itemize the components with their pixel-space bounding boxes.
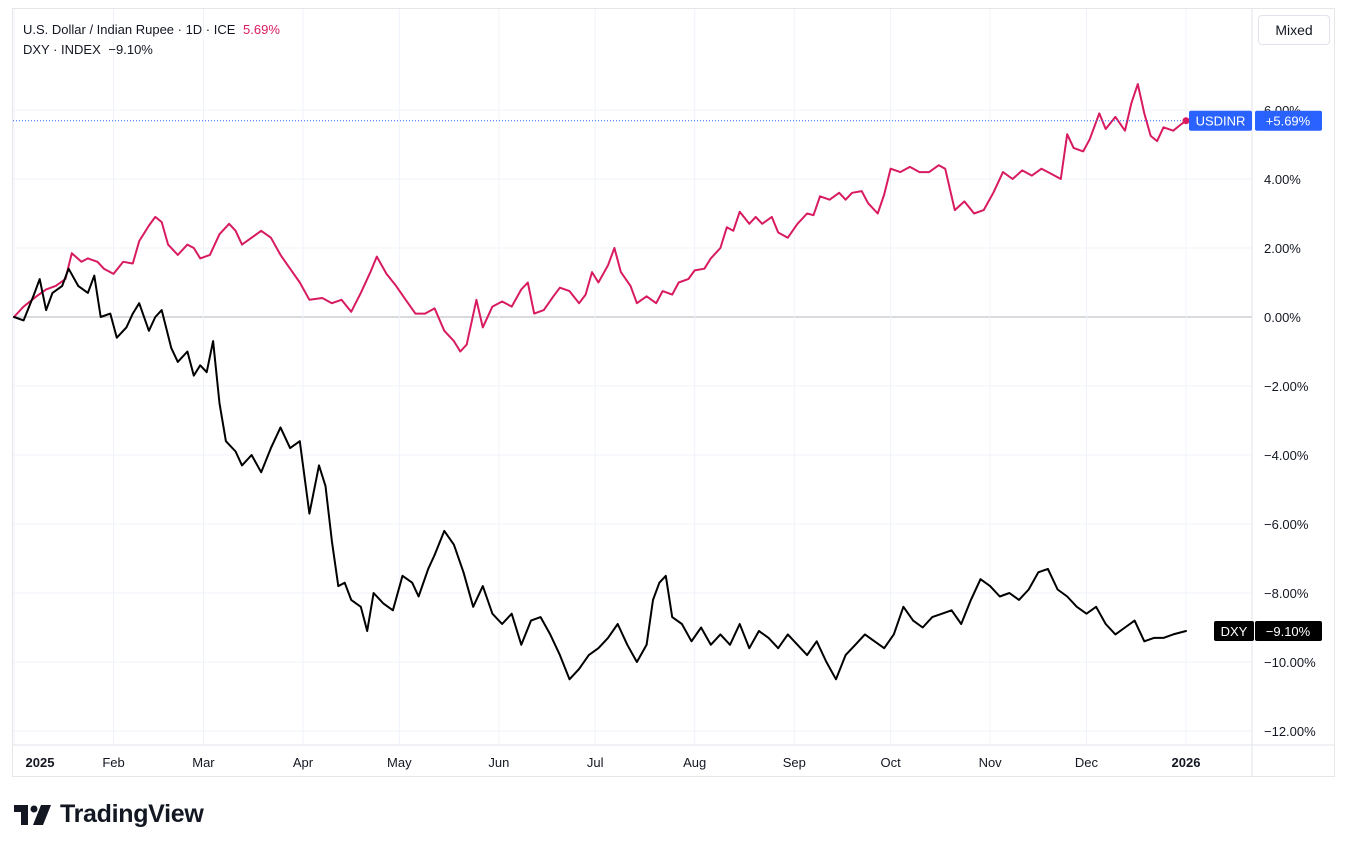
x-tick-label: 2026 bbox=[1172, 755, 1201, 770]
series-value-badge bbox=[1255, 110, 1322, 131]
x-tick-label: Aug bbox=[683, 755, 706, 770]
series-name-badge bbox=[1189, 110, 1252, 131]
y-tick-label: 4.00% bbox=[1264, 172, 1301, 187]
tradingview-logo-icon bbox=[14, 804, 51, 825]
series-name-badge bbox=[1214, 620, 1254, 641]
y-tick-label: −10.00% bbox=[1264, 655, 1316, 670]
legend-series2-title: DXY · INDEX bbox=[23, 42, 101, 57]
scale-mode-button[interactable]: Mixed bbox=[1258, 15, 1330, 45]
y-tick-label: −8.00% bbox=[1264, 586, 1309, 601]
legend-series-dxy: DXY · INDEX −9.10% bbox=[23, 40, 280, 60]
series-name-badge-label: DXY bbox=[1221, 624, 1248, 639]
x-tick-label: Nov bbox=[979, 755, 1003, 770]
series-value-badge-label: +5.69% bbox=[1266, 114, 1311, 129]
y-tick-label: 0.00% bbox=[1264, 310, 1301, 325]
series-name-badge-label: USDINR bbox=[1196, 114, 1246, 129]
x-tick-label: Dec bbox=[1075, 755, 1099, 770]
y-tick-label: −6.00% bbox=[1264, 517, 1309, 532]
x-tick-label: Oct bbox=[880, 755, 901, 770]
y-tick-label: −4.00% bbox=[1264, 448, 1309, 463]
chart-frame bbox=[12, 8, 1335, 777]
x-tick-label: 2025 bbox=[26, 755, 55, 770]
y-tick-label: −2.00% bbox=[1264, 379, 1309, 394]
brand-name: TradingView bbox=[60, 800, 204, 828]
x-tick-label: May bbox=[387, 755, 412, 770]
series-value-badge bbox=[1255, 620, 1322, 641]
x-tick-label: Mar bbox=[192, 755, 215, 770]
legend: U.S. Dollar / Indian Rupee · 1D · ICE 5.… bbox=[23, 20, 280, 60]
x-tick-label: Apr bbox=[293, 755, 314, 770]
series-line-dxy[interactable] bbox=[13, 267, 1187, 681]
series-line-usdinr[interactable] bbox=[13, 83, 1187, 353]
y-tick-label: −12.00% bbox=[1264, 724, 1316, 739]
x-tick-label: Jul bbox=[587, 755, 604, 770]
x-tick-label: Jun bbox=[488, 755, 509, 770]
series-value-badge-label: −9.10% bbox=[1266, 624, 1311, 639]
y-tick-label: 2.00% bbox=[1264, 241, 1301, 256]
tradingview-logo[interactable]: TradingView bbox=[14, 800, 204, 829]
usdinr-last-point bbox=[1182, 117, 1190, 125]
legend-series1-title: U.S. Dollar / Indian Rupee · 1D · ICE bbox=[23, 22, 236, 37]
legend-series-usdinr: U.S. Dollar / Indian Rupee · 1D · ICE 5.… bbox=[23, 20, 280, 40]
x-tick-label: Sep bbox=[783, 755, 806, 770]
legend-series1-change: 5.69% bbox=[243, 22, 280, 37]
legend-series2-change: −9.10% bbox=[108, 42, 153, 57]
x-tick-label: Feb bbox=[102, 755, 124, 770]
